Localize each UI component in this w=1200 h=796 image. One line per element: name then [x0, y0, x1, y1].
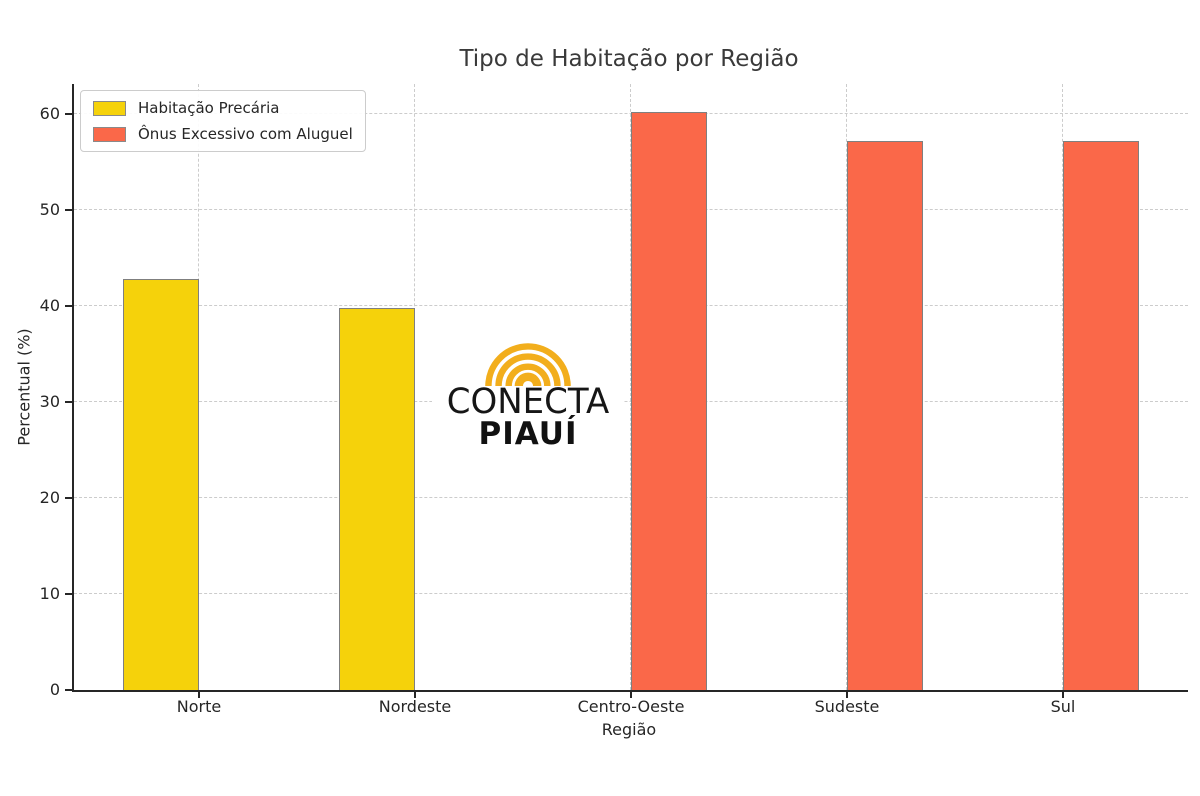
x-tick-mark — [630, 691, 632, 698]
legend-label: Ônus Excessivo com Aluguel — [138, 125, 353, 143]
x-tick-mark — [846, 691, 848, 698]
bar-sudeste — [847, 140, 923, 690]
y-tick-label: 60 — [39, 104, 60, 123]
x-tick-label: Nordeste — [378, 697, 452, 716]
logo-arcs-icon — [485, 343, 571, 386]
y-axis-label: Percentual (%) — [14, 328, 34, 446]
legend-item-onus-excessivo: Ônus Excessivo com Aluguel — [93, 125, 353, 143]
y-tick-label: 0 — [49, 680, 60, 699]
y-tick-label: 10 — [39, 584, 60, 603]
legend: Habitação Precária Ônus Excessivo com Al… — [80, 90, 366, 152]
gridline-vertical — [846, 84, 847, 690]
y-tick-mark — [65, 689, 73, 691]
x-tick-label: Sul — [1050, 697, 1076, 716]
y-tick-mark — [65, 113, 73, 115]
x-tick-label: Centro-Oeste — [577, 697, 685, 716]
legend-swatch-red — [93, 126, 126, 142]
x-tick-mark — [1062, 691, 1064, 698]
y-tick-mark — [65, 305, 73, 307]
y-tick-label: 40 — [39, 296, 60, 315]
x-axis-label: Região — [601, 720, 657, 739]
bar-nordeste — [339, 307, 415, 690]
y-tick-label: 30 — [39, 392, 60, 411]
x-tick-label: Sudeste — [814, 697, 880, 716]
legend-label: Habitação Precária — [138, 99, 280, 117]
watermark-text-conecta: CONECTA — [446, 381, 610, 423]
y-tick-mark — [65, 497, 73, 499]
gridline-vertical — [630, 84, 631, 690]
bar-norte — [123, 279, 199, 690]
legend-swatch-yellow — [93, 100, 126, 116]
y-tick-mark — [65, 593, 73, 595]
x-tick-mark — [198, 691, 200, 698]
legend-item-habitacao-precaria: Habitação Precária — [93, 99, 353, 117]
y-tick-mark — [65, 401, 73, 403]
y-tick-mark — [65, 209, 73, 211]
plot-area: Habitação Precária Ônus Excessivo com Al… — [40, 84, 1188, 716]
bar-centro-oeste — [631, 112, 707, 690]
x-tick-label: Norte — [176, 697, 222, 716]
x-tick-mark — [414, 691, 416, 698]
chart-title: Tipo de Habitação por Região — [459, 46, 799, 72]
watermark-logo: CONECTA PIAUÍ — [432, 336, 624, 462]
watermark-text-piaui: PIAUÍ — [478, 416, 578, 452]
gridline-vertical — [1062, 84, 1063, 690]
y-tick-label: 20 — [39, 488, 60, 507]
bar-sul — [1063, 140, 1139, 690]
y-tick-label: 50 — [39, 200, 60, 219]
